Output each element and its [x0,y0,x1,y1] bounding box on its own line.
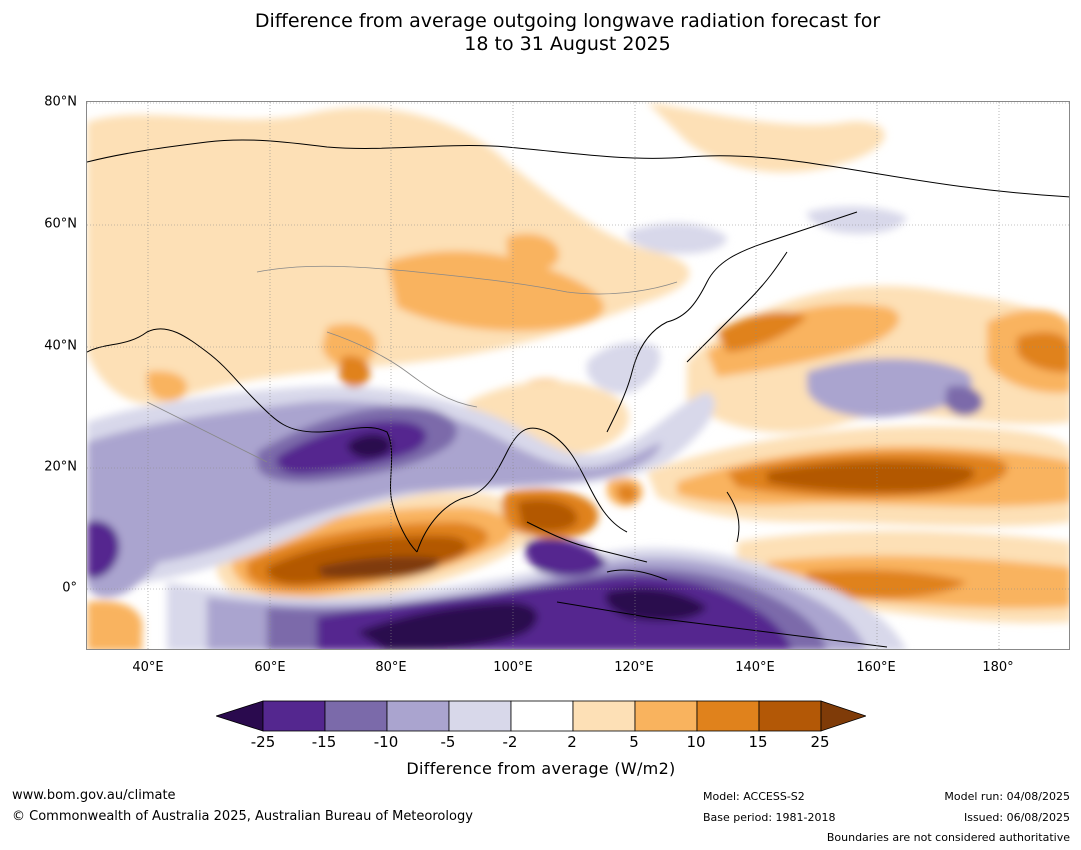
anomaly-shading [87,102,1069,649]
colorbar-tick: 5 [629,733,639,751]
lon-label-140e: 140°E [735,660,775,675]
lon-label-80e: 80°E [375,660,407,675]
colorbar-tick: -2 [502,733,518,751]
lat-label-40n: 40°N [44,338,77,354]
model-name: Model: ACCESS-S2 [703,790,805,803]
lon-label-100e: 100°E [493,660,533,675]
title-line-2: 18 to 31 August 2025 [464,33,671,55]
map-title: Difference from average outgoing longwav… [0,10,1081,56]
lon-label-60e: 60°E [254,660,286,675]
colorbar-tick: -15 [311,733,337,751]
colorbar-tick: 2 [567,733,577,751]
colorbar-segment [262,700,326,732]
lon-label-160e: 160°E [856,660,896,675]
colorbar-label: Difference from average (W/m2) [406,759,676,778]
colorbar-extend-low [216,700,264,732]
copyright-notice: © Commonwealth of Australia 2025, Austra… [12,809,473,824]
colorbar-tick: -5 [440,733,456,751]
lat-label-80n: 80°N [44,94,77,110]
colorbar-extend-high [820,700,866,732]
website-link[interactable]: www.bom.gov.au/climate [12,788,176,803]
lon-label-120e: 120°E [614,660,654,675]
colorbar-tick: 25 [810,733,830,751]
title-line-1: Difference from average outgoing longwav… [254,10,881,32]
lat-label-60n: 60°N [44,216,77,232]
colorbar-segment [634,700,698,732]
colorbar-segment [386,700,450,732]
base-period: Base period: 1981-2018 [703,811,836,824]
model-run-date: Model run: 04/08/2025 [944,790,1070,803]
colorbar-tick: 15 [748,733,768,751]
colorbar-tick: -10 [373,733,399,751]
map-canvas [87,102,1069,649]
colorbar-segment [696,700,760,732]
colorbar-segments [216,700,866,732]
boundaries-disclaimer: Boundaries are not considered authoritat… [826,831,1070,844]
graticule [87,102,1069,649]
colorbar [216,700,866,732]
colorbar-tick: -25 [250,733,276,751]
colorbar-tick: 10 [686,733,706,751]
lat-label-0: 0° [62,580,77,596]
lon-label-180: 180° [982,660,1014,675]
lon-label-40e: 40°E [132,660,164,675]
lat-label-20n: 20°N [44,459,77,475]
colorbar-segment [572,700,636,732]
olr-anomaly-map [86,101,1070,650]
colorbar-segment [758,700,822,732]
colorbar-segment [324,700,388,732]
country-borders [146,265,678,463]
coastlines [87,139,1069,648]
colorbar-segment [510,700,574,732]
colorbar-segment [448,700,512,732]
issued-date: Issued: 06/08/2025 [963,811,1070,824]
